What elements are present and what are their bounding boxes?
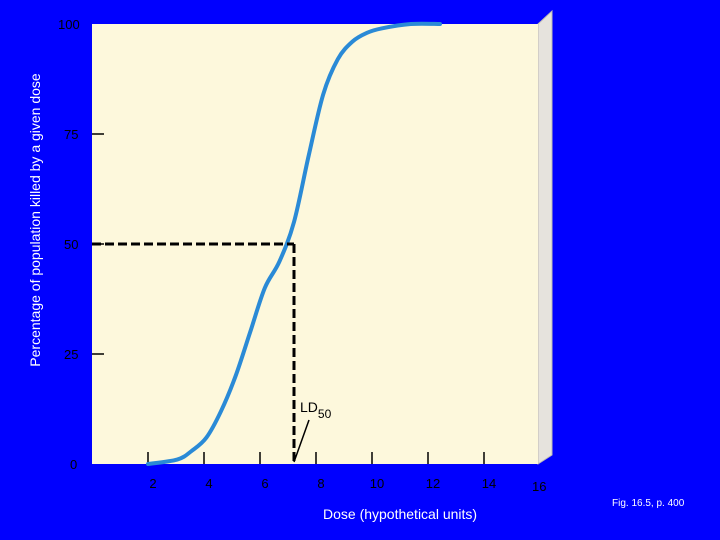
x-tick-label: 10: [370, 476, 384, 491]
x-tick-label: 12: [426, 476, 440, 491]
ld50-pointer-line: [293, 419, 310, 463]
x-tick-label: 14: [482, 476, 496, 491]
ld50-annotation: LD50: [300, 399, 331, 421]
y-tick-label: 75: [64, 127, 78, 142]
y-tick-label: 0: [70, 457, 77, 472]
ld50-annotation-subscript: 50: [317, 407, 332, 421]
x-tick-label: 4: [205, 476, 212, 491]
ld50-annotation-text: LD: [300, 399, 318, 415]
figure-caption: Fig. 16.5, p. 400: [612, 498, 685, 509]
dose-response-curve: [146, 21, 442, 466]
y-tick-label: 25: [64, 347, 78, 362]
x-axis-ticks: 2 4 6 8 10 12 14 16: [147, 452, 546, 494]
y-axis-ticks: 0 25 50 75 100: [58, 17, 104, 472]
y-tick-label: 50: [64, 237, 78, 252]
y-axis-label: Percentage of population killed by a giv…: [27, 73, 43, 367]
y-tick-label: 100: [58, 17, 80, 32]
plot-side-face: [537, 9, 553, 465]
x-tick-label: 8: [317, 476, 324, 491]
x-axis-label: Dose (hypothetical units): [323, 506, 478, 522]
x-tick-label: 2: [149, 476, 156, 491]
plot-area: [92, 24, 538, 464]
x-tick-label: 16: [532, 479, 546, 494]
x-tick-label: 6: [261, 476, 268, 491]
